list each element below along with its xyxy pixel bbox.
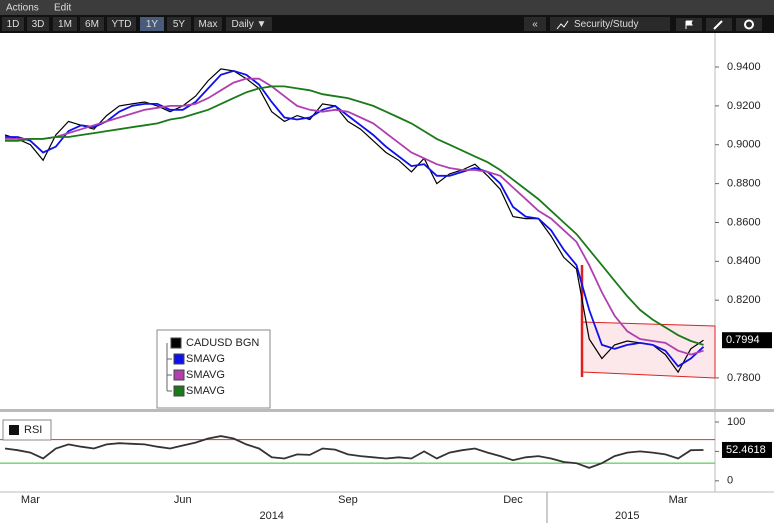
x-tick-label: Mar [669,494,688,506]
legend: CADUSD BGN SMAVG SMAVG SMAVG [156,329,271,409]
legend-swatch [173,353,185,365]
x-tick-label: Sep [338,494,358,506]
series-line [4,68,704,374]
flag-icon [685,20,693,29]
x-tick-label: Jun [174,494,192,506]
legend-label: SMAVG [186,353,225,365]
range-button[interactable] [140,17,164,31]
range-label: 1D [7,19,20,30]
series-line [5,69,705,368]
legend-label: RSI [24,424,42,436]
range-button[interactable] [167,17,191,31]
range-button[interactable] [80,17,104,31]
legend-tree [166,343,172,392]
menu-item[interactable]: Actions [6,3,39,14]
legend-label: SMAVG [186,369,225,381]
range-button[interactable] [226,17,272,31]
chart-bg [0,33,774,523]
range-label: 1Y [146,19,159,30]
panel-divider [0,409,774,412]
study-label: Security/Study [574,19,638,30]
year-label: 2015 [615,510,639,522]
series-line [4,435,704,469]
legend-label: SMAVG [186,385,225,397]
y-tick-label: 0.9200 [727,100,761,112]
range-label: 3D [32,19,45,30]
y-tick-label: 0.8400 [727,255,761,267]
range-button[interactable] [53,17,77,31]
menu-item[interactable]: Edit [54,3,71,14]
y-tick-label: 0.8600 [727,216,761,228]
collapse-label: « [532,19,538,30]
legend-swatch [173,369,185,381]
range-label: YTD [112,19,132,30]
last-value-box [722,441,772,458]
range-button[interactable] [194,17,222,31]
menu-bar [0,0,774,15]
range-button[interactable] [27,17,49,31]
series-line [5,85,704,346]
legend-swatch [170,337,182,349]
series-line [5,77,704,356]
range-label: Daily ▼ [232,19,267,30]
study-icon [556,20,569,30]
trend-channel [581,321,716,379]
y-tick-label: 0.9400 [727,61,761,73]
y-tick-label: 0.9000 [727,139,761,151]
range-label: 5Y [173,19,186,30]
range-button[interactable] [107,17,136,31]
y-tick-label: 100 [727,416,745,428]
toolbar-icons [676,18,762,31]
settings-icon [744,19,754,30]
legend-swatch [173,385,185,397]
study-button[interactable] [550,17,670,31]
x-tick-label: Mar [21,494,40,506]
range-label: 1M [58,19,72,30]
y-tick-label: 0.8200 [727,294,761,306]
x-tick-label: Dec [503,494,523,506]
y-tick-label: 0.7800 [727,372,761,384]
range-label: Max [199,19,218,30]
year-label: 2014 [259,510,283,522]
last-value-label: 0.7994 [726,334,760,346]
y-tick-label: 0.8800 [727,178,761,190]
collapse-button[interactable] [524,17,546,31]
y-tick-label: 0 [727,475,733,487]
legend-swatch [9,425,19,435]
last-value-box [722,332,772,349]
range-button[interactable] [2,17,24,31]
last-value-label: 52.4618 [726,444,766,456]
settings-button[interactable] [736,18,762,31]
edit-icon [713,20,723,30]
legend-label: CADUSD BGN [186,337,259,349]
range-label: 6M [85,19,99,30]
